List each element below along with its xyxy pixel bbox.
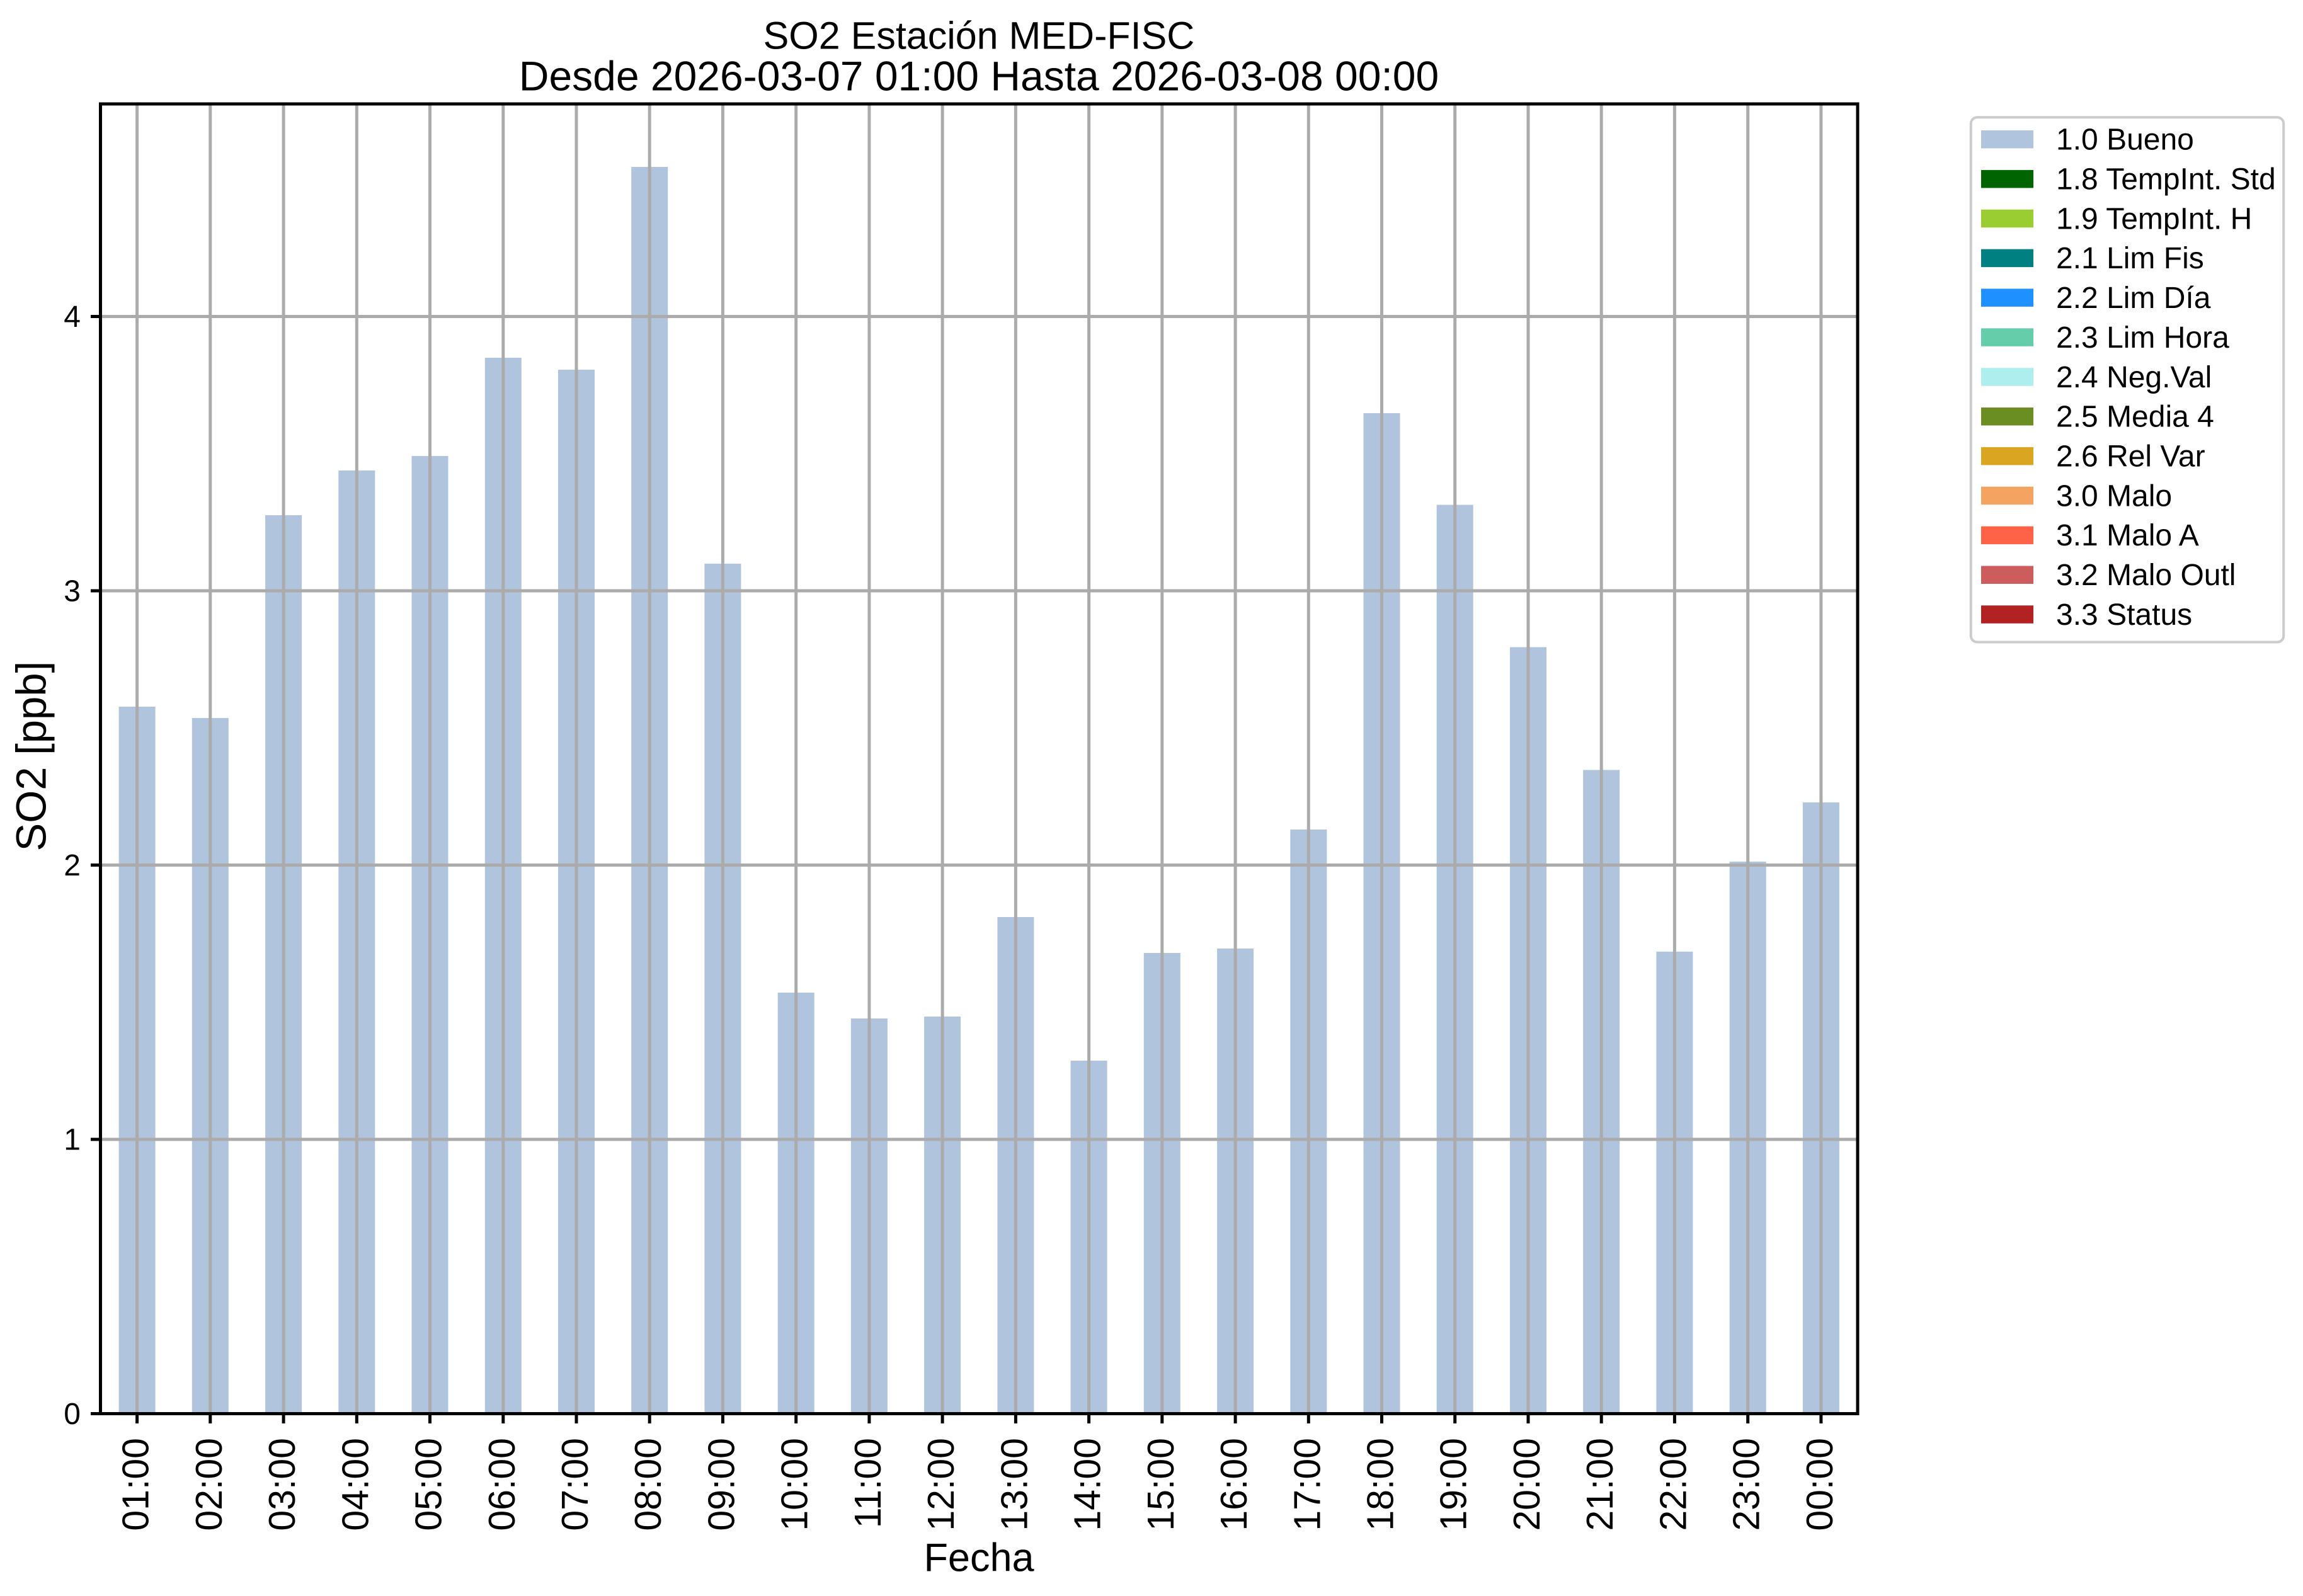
svg-text:23:00: 23:00: [1726, 1438, 1768, 1531]
svg-text:14:00: 14:00: [1067, 1438, 1109, 1531]
svg-text:4: 4: [64, 300, 81, 334]
svg-text:2.4 Neg.Val: 2.4 Neg.Val: [2056, 361, 2212, 394]
svg-text:18:00: 18:00: [1360, 1438, 1402, 1531]
svg-text:1.0 Bueno: 1.0 Bueno: [2056, 123, 2194, 157]
svg-text:2.5 Media 4: 2.5 Media 4: [2056, 401, 2214, 434]
svg-text:12:00: 12:00: [920, 1438, 962, 1531]
svg-text:19:00: 19:00: [1433, 1438, 1475, 1531]
svg-text:2.1 Lim Fis: 2.1 Lim Fis: [2056, 242, 2204, 275]
svg-text:11:00: 11:00: [847, 1438, 889, 1528]
svg-text:15:00: 15:00: [1140, 1438, 1182, 1531]
svg-text:21:00: 21:00: [1579, 1438, 1621, 1531]
svg-text:3.0 Malo: 3.0 Malo: [2056, 479, 2172, 513]
svg-text:05:00: 05:00: [408, 1438, 450, 1531]
svg-text:3: 3: [64, 575, 81, 608]
svg-text:2.6 Rel Var: 2.6 Rel Var: [2056, 440, 2205, 474]
svg-text:03:00: 03:00: [261, 1438, 303, 1531]
svg-text:04:00: 04:00: [334, 1438, 376, 1531]
svg-text:SO2 Estación MED-FISC: SO2 Estación MED-FISC: [763, 14, 1195, 57]
svg-text:2.2 Lim Día: 2.2 Lim Día: [2056, 282, 2211, 315]
svg-text:1: 1: [64, 1124, 81, 1157]
svg-text:10:00: 10:00: [774, 1438, 816, 1531]
svg-text:Fecha: Fecha: [923, 1536, 1034, 1580]
svg-text:3.2 Malo Outl: 3.2 Malo Outl: [2056, 559, 2236, 592]
svg-text:17:00: 17:00: [1286, 1438, 1328, 1531]
svg-text:09:00: 09:00: [700, 1438, 742, 1531]
svg-text:3.3 Status: 3.3 Status: [2056, 598, 2192, 632]
svg-text:02:00: 02:00: [188, 1438, 230, 1531]
svg-text:07:00: 07:00: [554, 1438, 596, 1531]
svg-text:SO2 [ppb]: SO2 [ppb]: [8, 661, 55, 852]
svg-text:1.9 TempInt. H: 1.9 TempInt. H: [2056, 202, 2252, 236]
svg-text:22:00: 22:00: [1652, 1438, 1694, 1531]
svg-text:2: 2: [64, 849, 81, 882]
svg-text:3.1 Malo A: 3.1 Malo A: [2056, 519, 2199, 552]
svg-text:16:00: 16:00: [1213, 1438, 1255, 1531]
svg-text:Desde 2026-03-07 01:00 Hasta 2: Desde 2026-03-07 01:00 Hasta 2026-03-08 …: [519, 53, 1439, 100]
svg-text:2.3 Lim Hora: 2.3 Lim Hora: [2056, 321, 2229, 355]
svg-text:0: 0: [64, 1398, 81, 1431]
svg-text:13:00: 13:00: [993, 1438, 1035, 1531]
svg-text:06:00: 06:00: [481, 1438, 523, 1531]
svg-text:1.8 TempInt. Std: 1.8 TempInt. Std: [2056, 163, 2276, 197]
svg-text:01:00: 01:00: [115, 1438, 157, 1531]
svg-text:08:00: 08:00: [627, 1438, 669, 1531]
svg-text:00:00: 00:00: [1799, 1438, 1841, 1531]
svg-text:20:00: 20:00: [1506, 1438, 1548, 1531]
